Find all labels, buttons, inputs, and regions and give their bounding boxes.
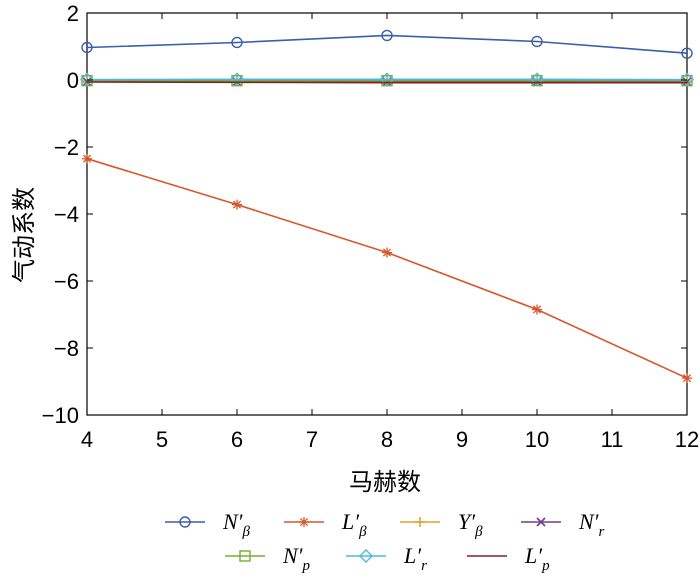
data-point <box>231 36 243 49</box>
data-point <box>82 153 92 164</box>
data-point <box>682 373 692 384</box>
legend-item: N′p <box>225 543 311 574</box>
legend-marker <box>179 516 191 528</box>
data-point <box>380 72 394 87</box>
x-tick-label: 8 <box>381 427 393 452</box>
data-point <box>381 29 393 42</box>
legend-marker <box>415 517 425 527</box>
legend-label: N′r <box>578 509 605 540</box>
legend-item: Y′β <box>400 509 483 540</box>
x-tick-label: 7 <box>306 427 318 452</box>
legend-label: L′β <box>341 509 367 540</box>
legend-label: Y′β <box>458 509 483 540</box>
x-tick-label: 5 <box>156 427 168 452</box>
legend-item: N′β <box>165 509 251 540</box>
data-point <box>681 47 693 59</box>
data-point <box>680 72 694 87</box>
x-tick-label: 9 <box>456 427 468 452</box>
y-tick-label: −4 <box>54 202 79 227</box>
data-point <box>230 72 244 87</box>
legend-item: L′r <box>346 543 427 574</box>
x-axis-label: 马赫数 <box>349 469 421 496</box>
x-tick-label: 11 <box>601 427 624 452</box>
series-0 <box>81 29 693 59</box>
legend-item: N′r <box>521 509 605 540</box>
x-tick-label: 6 <box>231 427 243 452</box>
y-tick-label: 0 <box>67 68 79 93</box>
legend-item: L′β <box>284 509 367 540</box>
y-axis-label: 气动系数 <box>11 187 38 283</box>
legend-label: L′r <box>403 543 427 574</box>
legend: N′β L′β Y′β N′r N′p L′r L′p <box>165 509 605 574</box>
series-6 <box>86 81 687 84</box>
legend-marker <box>239 550 251 562</box>
y-tick-label: −8 <box>54 336 79 361</box>
legend-label: N′p <box>282 543 311 574</box>
x-tick-label: 10 <box>525 427 549 452</box>
data-point <box>532 304 542 315</box>
legend-label: N′β <box>222 509 251 540</box>
y-tick-label: 2 <box>67 1 79 26</box>
y-tick-label: −10 <box>42 403 79 428</box>
legend-label: L′p <box>524 543 550 574</box>
x-tick-label: 12 <box>675 427 699 452</box>
data-point <box>382 247 392 258</box>
legend-marker <box>536 517 546 527</box>
x-tick-label: 4 <box>81 427 93 452</box>
data-point <box>530 72 544 87</box>
y-tick-label: −2 <box>54 135 79 160</box>
axis-ticks: 4 5 6 7 8 9 10 11 12 2 0 −2 −4 −6 −8 −10 <box>42 1 700 452</box>
legend-marker <box>299 517 309 527</box>
data-point <box>81 41 93 54</box>
data-point <box>531 35 543 48</box>
series-line <box>86 34 688 54</box>
plot-area <box>80 12 694 416</box>
series-line <box>86 81 687 84</box>
series-1 <box>82 153 692 384</box>
data-point <box>232 199 242 210</box>
data-point <box>80 72 94 87</box>
legend-item: L′p <box>467 543 550 574</box>
series-5 <box>80 72 694 87</box>
y-tick-label: −6 <box>54 269 79 294</box>
legend-marker <box>359 549 373 563</box>
series-line <box>86 157 688 379</box>
